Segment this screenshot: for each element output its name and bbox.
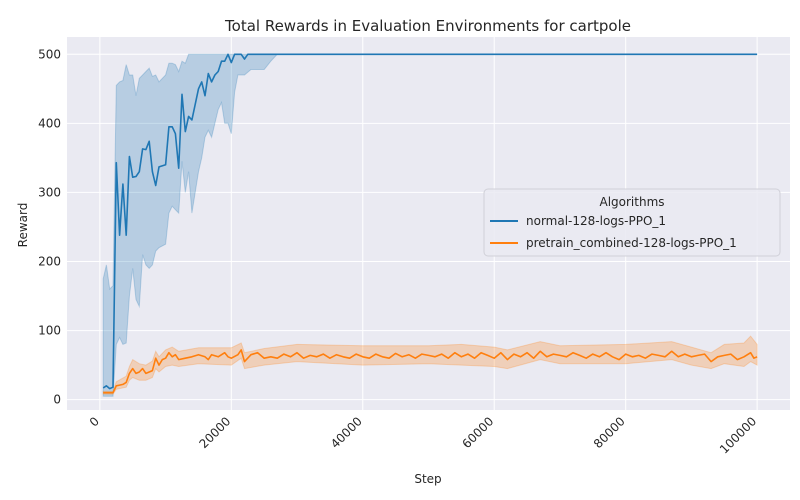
series-line-1 <box>103 349 758 394</box>
y-tick-label: 200 <box>38 254 61 268</box>
x-tick-label: 60000 <box>459 414 496 451</box>
y-tick-label: 0 <box>53 393 61 407</box>
y-axis-label: Reward <box>16 203 30 248</box>
x-axis-label: Step <box>414 472 441 486</box>
series-lines <box>102 53 758 394</box>
legend-title: Algorithms <box>599 195 664 209</box>
x-tick-label: 100000 <box>717 414 759 456</box>
confidence-band-1 <box>102 335 758 395</box>
legend-label-normal: normal-128-logs-PPO_1 <box>526 214 666 228</box>
x-tick-label: 40000 <box>328 414 365 451</box>
x-tick-labels: 0 20000 40000 60000 80000 100000 <box>87 414 760 456</box>
legend-label-pretrain: pretrain_combined-128-logs-PPO_1 <box>526 236 737 250</box>
series-line-0 <box>102 53 758 390</box>
legend-box <box>483 188 781 257</box>
legend: Algorithms normal-128-logs-PPO_1 pretrai… <box>483 188 781 257</box>
x-tick-label: 80000 <box>591 414 628 451</box>
x-tick-label: 0 <box>87 414 102 429</box>
x-tick-label: 20000 <box>197 414 234 451</box>
chart-title: Total Rewards in Evaluation Environments… <box>224 17 631 35</box>
y-tick-label: 100 <box>38 324 61 338</box>
y-tick-labels: 0 100 200 300 400 500 <box>38 47 61 406</box>
y-tick-label: 500 <box>38 47 61 61</box>
y-tick-label: 300 <box>38 185 61 199</box>
y-tick-label: 400 <box>38 116 61 130</box>
